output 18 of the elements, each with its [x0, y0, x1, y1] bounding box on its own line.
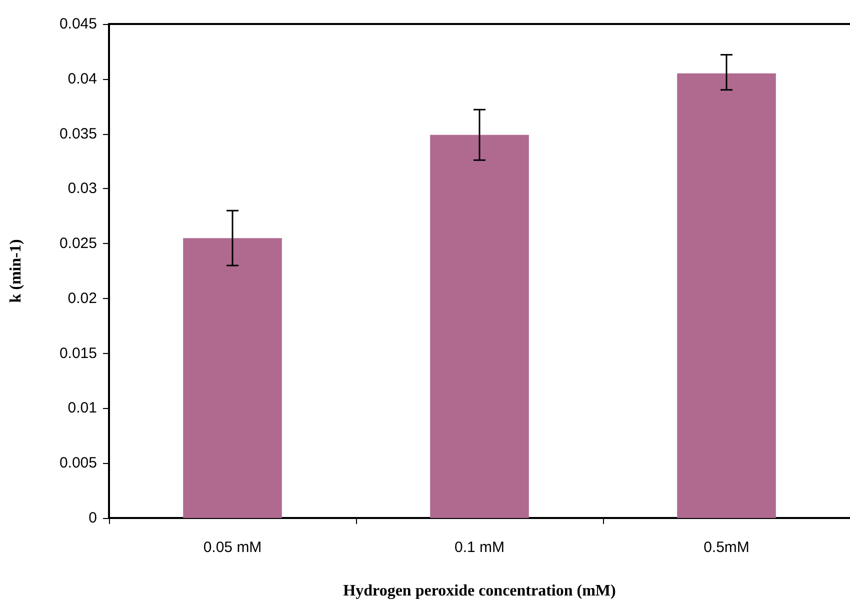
y-axis-title: k (min-1) [8, 239, 24, 303]
bar [183, 238, 282, 518]
x-tick-label: 0.5mM [704, 539, 750, 556]
y-tick-label: 0.04 [68, 70, 97, 88]
x-axis-title: Hydrogen peroxide concentration (mM) [343, 582, 616, 600]
bar [430, 134, 529, 518]
y-tick-label: 0.035 [59, 125, 97, 142]
y-tick-label: 0 [88, 510, 97, 526]
y-tick-label: 0.03 [68, 180, 97, 198]
x-tick-label: 0.1 mM [454, 539, 505, 556]
y-tick-label: 0.015 [59, 344, 97, 362]
y-tick-label: 0.045 [59, 16, 97, 32]
y-tick-label: 0.005 [59, 454, 97, 472]
y-tick-label: 0.01 [68, 400, 97, 417]
x-tick-label: 0.05 mM [203, 539, 262, 556]
y-tick-label: 0.02 [68, 290, 97, 307]
y-tick-label: 0.025 [59, 235, 97, 252]
bar [677, 73, 776, 518]
